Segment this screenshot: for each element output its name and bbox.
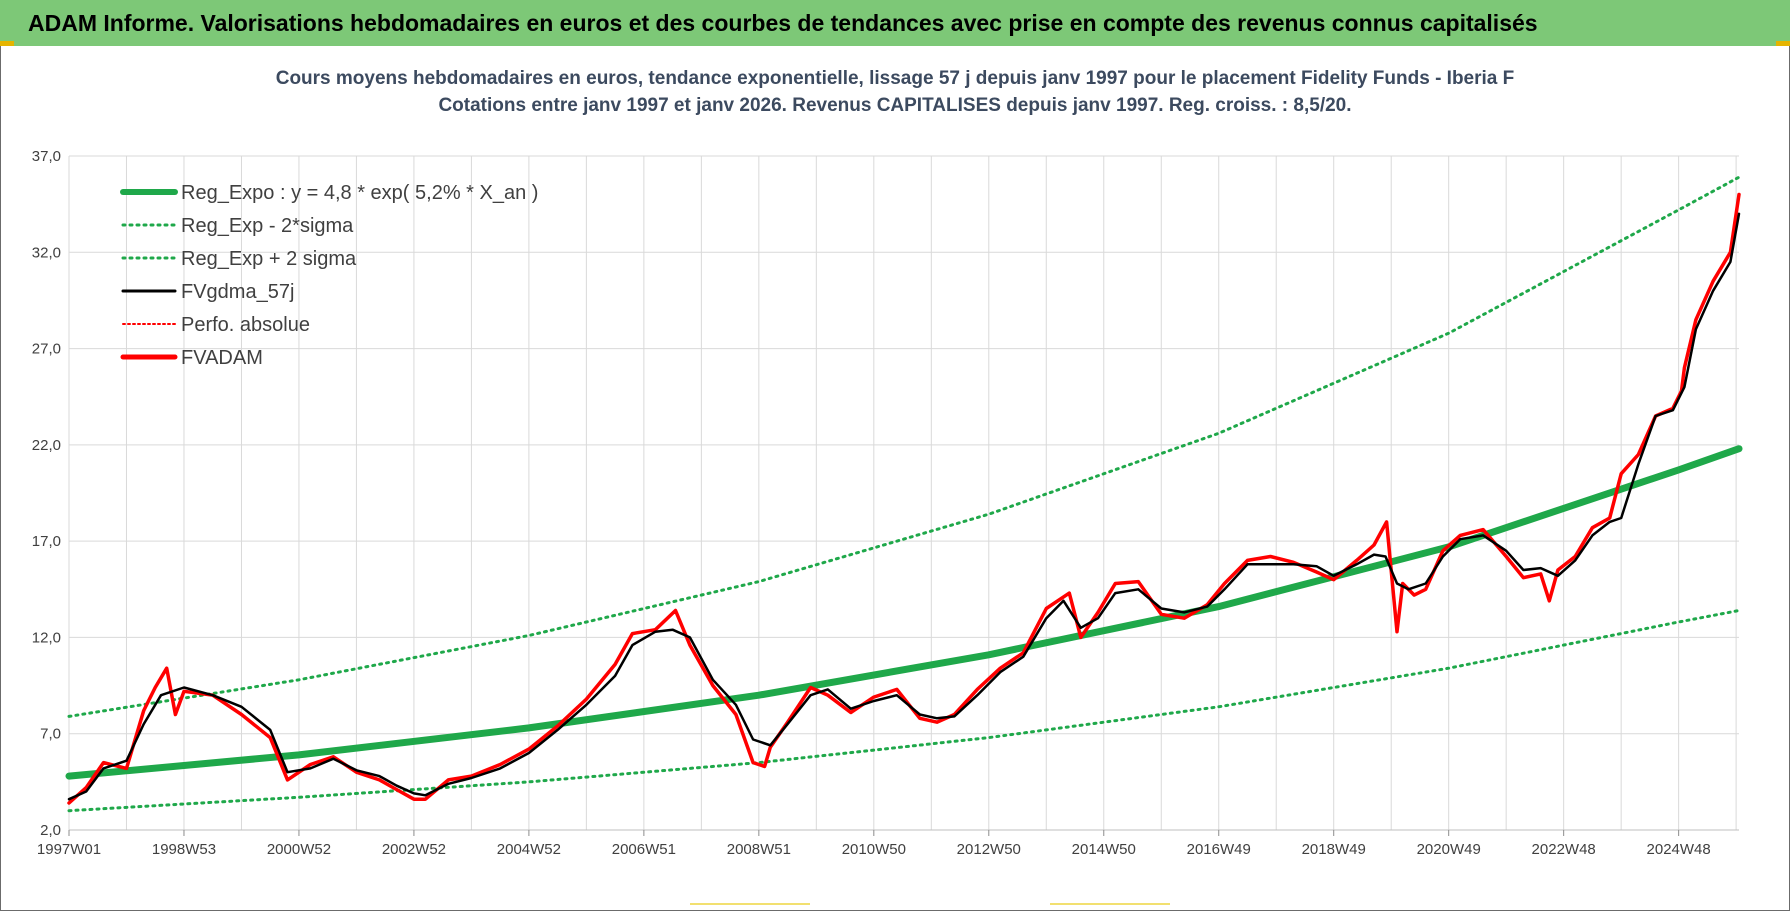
y-tick-label: 22,0 — [32, 437, 61, 454]
y-axis-ticks: 2,0 7,0 12,0 17,0 22,0 27,0 32,0 37,0 — [32, 148, 61, 839]
y-tick-label: 17,0 — [32, 533, 61, 550]
banner-corner-marker-left — [0, 41, 14, 46]
x-tick-label: 2022W48 — [1532, 841, 1596, 858]
chart-frame: Cours moyens hebdomadaires en euros, ten… — [0, 46, 1790, 911]
bottom-marker-1 — [690, 903, 810, 905]
x-tick-label: 2016W49 — [1187, 841, 1251, 858]
report-title: ADAM Informe. Valorisations hebdomadaire… — [28, 10, 1538, 36]
x-tick-label: 2002W52 — [382, 841, 446, 858]
bottom-marker-2 — [1050, 903, 1170, 905]
y-tick-label: 2,0 — [40, 822, 61, 839]
fvadam-line — [67, 192, 1741, 805]
fvgdma-57j-line — [67, 212, 1741, 801]
x-tick-label: 2020W49 — [1417, 841, 1481, 858]
legend-label: Reg_Exp - 2*sigma — [181, 215, 354, 237]
reg-exp-plus-2sigma-line — [67, 175, 1741, 718]
chart-canvas: Cours moyens hebdomadaires en euros, ten… — [32, 68, 1743, 858]
y-tick-label: 37,0 — [32, 148, 61, 165]
chart-subtitle: Cotations entre janv 1997 et janv 2026. … — [438, 95, 1351, 116]
x-tick-label: 2024W48 — [1647, 841, 1711, 858]
series-lines — [65, 175, 1743, 813]
y-tick-label: 7,0 — [40, 726, 61, 743]
legend-label: Reg_Expo : y = 4,8 * exp( 5,2% * X_an ) — [181, 182, 538, 204]
reg-exp-minus-2sigma-line — [67, 609, 1741, 813]
x-tick-label: 2010W50 — [842, 841, 906, 858]
x-tick-label: 2014W50 — [1072, 841, 1136, 858]
y-tick-label: 27,0 — [32, 341, 61, 358]
reg-expo-line — [65, 445, 1743, 780]
x-tick-label: 2012W50 — [957, 841, 1021, 858]
legend-label: FVgdma_57j — [181, 281, 294, 303]
x-tick-label: 2008W51 — [727, 841, 791, 858]
x-tick-label: 2000W52 — [267, 841, 331, 858]
y-tick-label: 32,0 — [32, 244, 61, 261]
report-banner: ADAM Informe. Valorisations hebdomadaire… — [0, 0, 1790, 46]
x-tick-label: 2006W51 — [612, 841, 676, 858]
legend-label: FVADAM — [181, 347, 263, 369]
banner-corner-marker-right — [1776, 41, 1790, 46]
y-tick-label: 12,0 — [32, 629, 61, 646]
chart-title: Cours moyens hebdomadaires en euros, ten… — [276, 68, 1515, 89]
legend-label: Reg_Exp + 2 sigma — [181, 248, 357, 270]
x-tick-label: 1998W53 — [152, 841, 216, 858]
legend-label: Perfo. absolue — [181, 314, 310, 336]
x-tick-label: 2018W49 — [1302, 841, 1366, 858]
x-tick-label: 1997W01 — [37, 841, 101, 858]
x-tick-label: 2004W52 — [497, 841, 561, 858]
legend: Reg_Expo : y = 4,8 * exp( 5,2% * X_an ) R… — [120, 182, 538, 369]
x-axis-ticks: 1997W01 1998W53 2000W52 2002W52 2004W52 2006W… — [37, 830, 1711, 858]
